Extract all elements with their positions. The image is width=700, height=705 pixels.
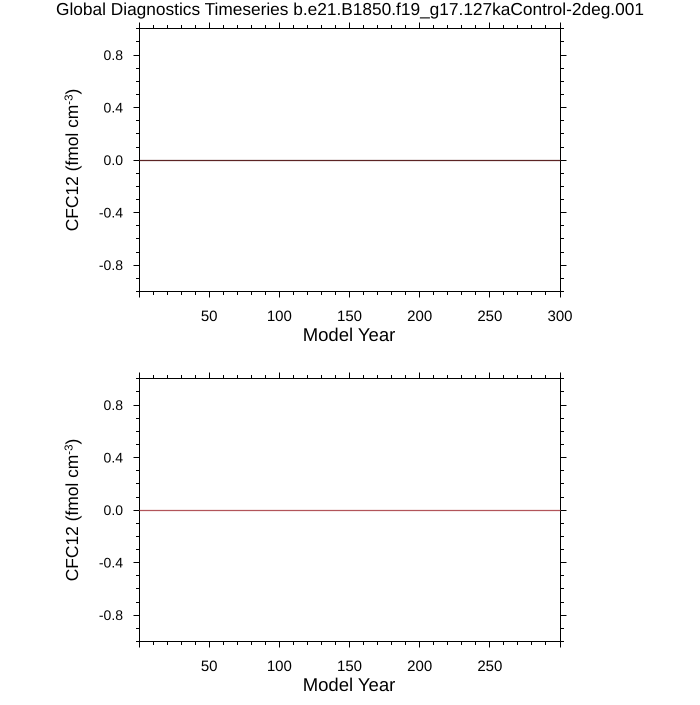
svg-text:0.0: 0.0 — [104, 502, 124, 518]
svg-text:200: 200 — [407, 308, 432, 325]
svg-text:-0.8: -0.8 — [99, 257, 123, 273]
svg-text:0.8: 0.8 — [104, 47, 124, 63]
svg-text:50: 50 — [201, 308, 218, 325]
svg-text:Model Year: Model Year — [303, 324, 396, 345]
svg-text:150: 150 — [337, 658, 362, 675]
svg-text:0.4: 0.4 — [104, 100, 124, 116]
svg-text:CFC12 (fmol cm-3): CFC12 (fmol cm-3) — [62, 89, 82, 232]
svg-text:-0.4: -0.4 — [99, 555, 123, 571]
svg-text:0.8: 0.8 — [104, 397, 124, 413]
svg-text:Model Year: Model Year — [303, 674, 396, 695]
svg-text:-0.8: -0.8 — [99, 607, 123, 623]
svg-text:250: 250 — [477, 308, 502, 325]
svg-text:300: 300 — [547, 308, 572, 325]
svg-text:250: 250 — [477, 658, 502, 675]
svg-text:CFC12 (fmol cm-3): CFC12 (fmol cm-3) — [62, 439, 82, 582]
svg-text:200: 200 — [407, 658, 432, 675]
svg-text:0.4: 0.4 — [104, 450, 124, 466]
svg-text:100: 100 — [267, 658, 292, 675]
svg-text:-0.4: -0.4 — [99, 205, 123, 221]
svg-text:100: 100 — [267, 308, 292, 325]
svg-text:0.0: 0.0 — [104, 152, 124, 168]
svg-text:Global Diagnostics Timeseries: Global Diagnostics Timeseries b.e21.B185… — [56, 0, 644, 19]
svg-text:50: 50 — [201, 658, 218, 675]
svg-text:150: 150 — [337, 308, 362, 325]
